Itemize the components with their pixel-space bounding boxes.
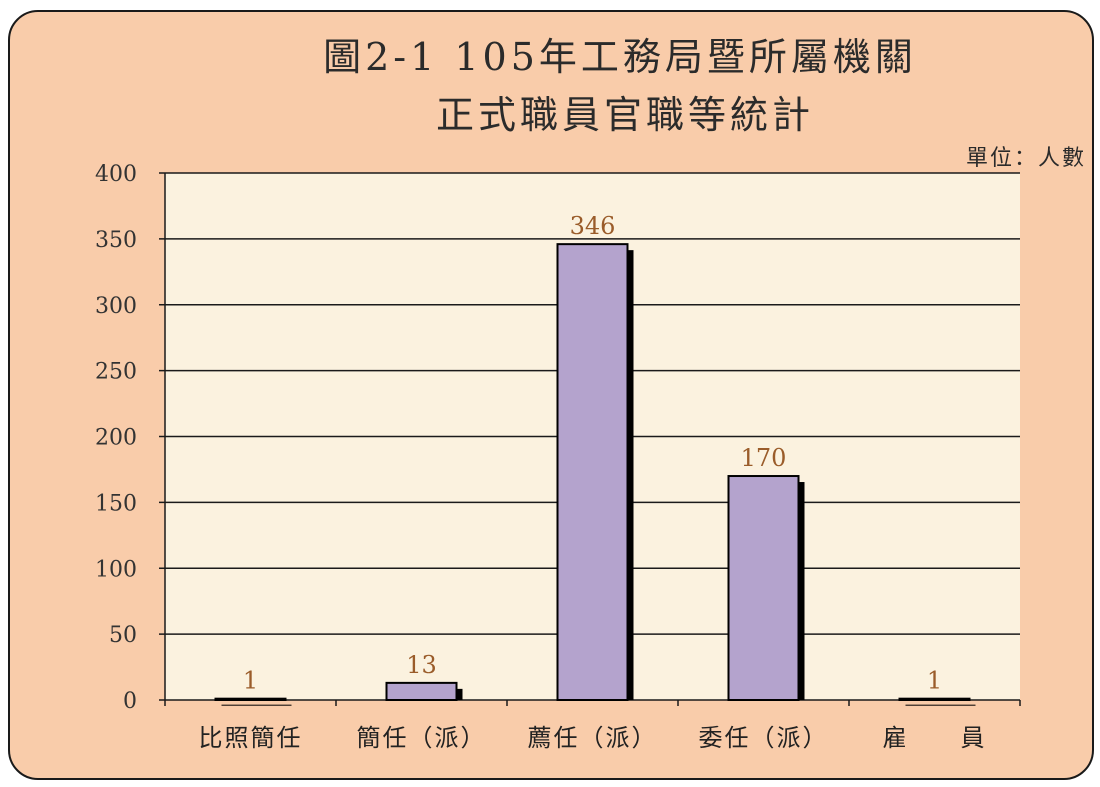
data-label: 346	[570, 212, 616, 240]
bar-shadow	[221, 704, 292, 706]
bar	[214, 697, 287, 701]
data-label: 170	[741, 444, 787, 472]
x-category-label: 雇 員	[883, 724, 987, 752]
y-tick-label: 250	[95, 360, 137, 385]
x-category-label: 比照簡任	[199, 724, 303, 752]
data-label: 13	[406, 651, 437, 679]
y-tick-label: 350	[95, 228, 137, 253]
x-category-label: 薦任（派）	[528, 724, 658, 752]
y-tick-label: 0	[123, 689, 137, 714]
y-tick-label: 100	[95, 557, 137, 582]
bar	[727, 475, 800, 701]
bar	[898, 697, 971, 701]
bar	[556, 243, 629, 702]
bar	[385, 681, 458, 701]
y-tick-label: 50	[109, 623, 137, 648]
unit-label: 單位：人數	[965, 146, 1086, 171]
y-tick-label: 300	[95, 294, 137, 319]
bar-shadow	[905, 704, 976, 706]
data-label: 1	[927, 667, 942, 695]
y-tick-label: 150	[95, 491, 137, 516]
y-tick-label: 400	[95, 162, 137, 187]
chart-title-line1: 圖2-1 105年工務局暨所屬機關	[323, 35, 917, 79]
x-category-label: 委任（派）	[699, 724, 829, 752]
x-category-label: 簡任（派）	[357, 724, 487, 752]
chart-title-line2: 正式職員官職等統計	[435, 93, 814, 137]
data-label: 1	[243, 667, 258, 695]
y-tick-label: 200	[95, 426, 137, 451]
